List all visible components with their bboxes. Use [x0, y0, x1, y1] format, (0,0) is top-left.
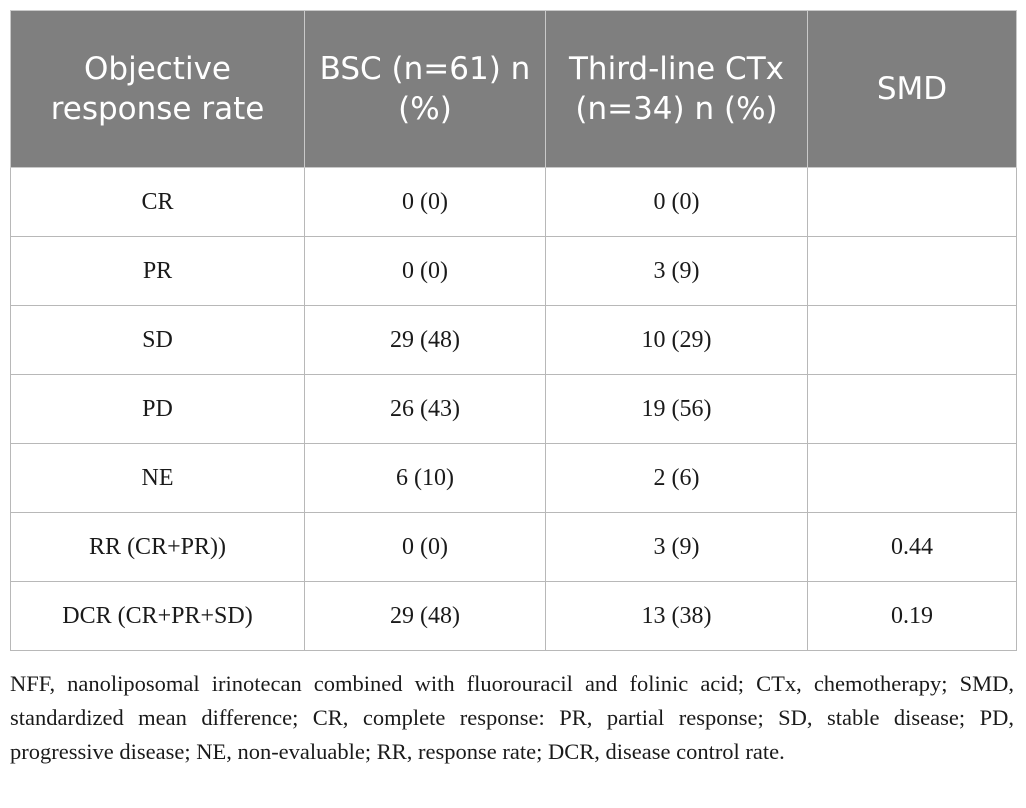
ctx-value: 3 (9)	[545, 512, 808, 582]
header-third-line-ctx: Third-line CTx (n=34) n (%)	[545, 10, 808, 168]
smd-value	[807, 374, 1017, 444]
smd-value: 0.19	[807, 581, 1017, 651]
bsc-value: 6 (10)	[304, 443, 546, 513]
table-body: CR 0 (0) 0 (0) PR 0 (0) 3 (9) SD 29 (48)…	[10, 167, 1017, 651]
ctx-value: 10 (29)	[545, 305, 808, 375]
bsc-value: 26 (43)	[304, 374, 546, 444]
bsc-value: 29 (48)	[304, 581, 546, 651]
bsc-value: 0 (0)	[304, 512, 546, 582]
ctx-value: 19 (56)	[545, 374, 808, 444]
smd-value: 0.44	[807, 512, 1017, 582]
smd-value	[807, 443, 1017, 513]
table-footnote: NFF, nanoliposomal irinotecan combined w…	[10, 671, 1014, 764]
row-label: PD	[10, 374, 305, 444]
header-objective-response-rate: Objective response rate	[10, 10, 305, 168]
table-row: NE 6 (10) 2 (6)	[10, 443, 1017, 513]
row-label: NE	[10, 443, 305, 513]
table-row: CR 0 (0) 0 (0)	[10, 167, 1017, 237]
table-row: PR 0 (0) 3 (9)	[10, 236, 1017, 306]
smd-value	[807, 167, 1017, 237]
smd-value	[807, 236, 1017, 306]
bsc-value: 0 (0)	[304, 236, 546, 306]
ctx-value: 3 (9)	[545, 236, 808, 306]
row-label: RR (CR+PR))	[10, 512, 305, 582]
response-rate-table: Objective response rate BSC (n=61) n (%)…	[10, 10, 1017, 651]
ctx-value: 13 (38)	[545, 581, 808, 651]
header-bsc: BSC (n=61) n (%)	[304, 10, 546, 168]
row-label: DCR (CR+PR+SD)	[10, 581, 305, 651]
table-container: Objective response rate BSC (n=61) n (%)…	[10, 10, 1017, 769]
ctx-value: 0 (0)	[545, 167, 808, 237]
row-label: PR	[10, 236, 305, 306]
smd-value	[807, 305, 1017, 375]
table-row: PD 26 (43) 19 (56)	[10, 374, 1017, 444]
bsc-value: 0 (0)	[304, 167, 546, 237]
table-row: SD 29 (48) 10 (29)	[10, 305, 1017, 375]
row-label: CR	[10, 167, 305, 237]
bsc-value: 29 (48)	[304, 305, 546, 375]
table-header: Objective response rate BSC (n=61) n (%)…	[10, 10, 1017, 168]
row-label: SD	[10, 305, 305, 375]
header-smd: SMD	[807, 10, 1017, 168]
table-row: RR (CR+PR)) 0 (0) 3 (9) 0.44	[10, 512, 1017, 582]
header-row: Objective response rate BSC (n=61) n (%)…	[10, 10, 1017, 168]
ctx-value: 2 (6)	[545, 443, 808, 513]
table-row: DCR (CR+PR+SD) 29 (48) 13 (38) 0.19	[10, 581, 1017, 651]
